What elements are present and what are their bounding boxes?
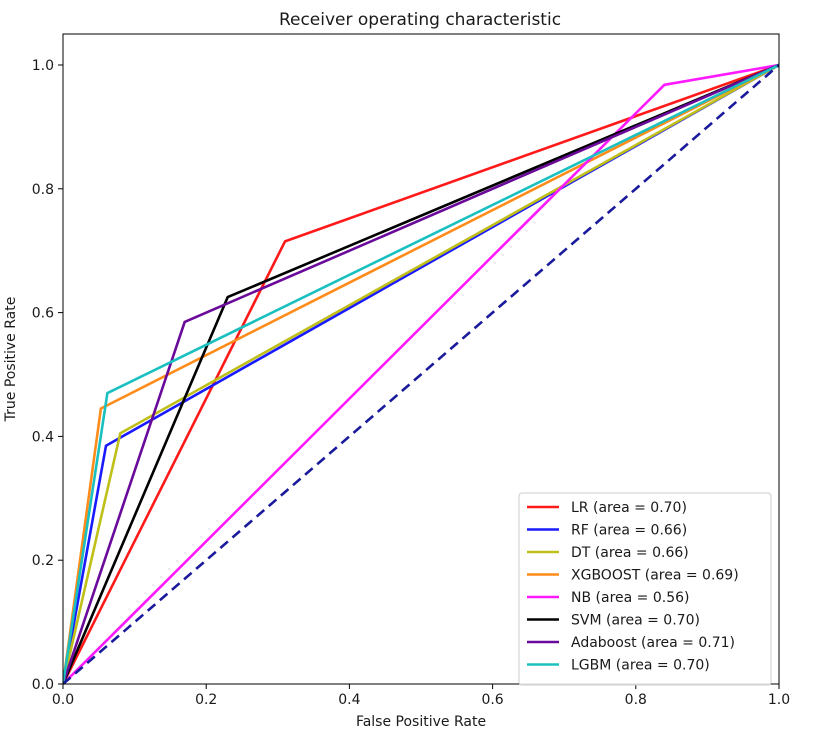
y-tick-label: 0.4 xyxy=(32,429,54,445)
legend-label: DT (area = 0.66) xyxy=(571,545,689,561)
legend-label: LR (area = 0.70) xyxy=(571,500,687,516)
x-tick-label: 0.8 xyxy=(625,692,647,708)
x-tick-label: 0.2 xyxy=(195,692,217,708)
y-axis-label: True Positive Rate xyxy=(3,297,19,423)
legend-label: NB (area = 0.56) xyxy=(571,590,689,606)
y-tick-label: 1.0 xyxy=(32,58,54,74)
x-tick-label: 0.4 xyxy=(338,692,360,708)
y-tick-label: 0.8 xyxy=(32,182,54,198)
plot-frame xyxy=(62,33,780,685)
legend-label: XGBOOST (area = 0.69) xyxy=(571,568,739,584)
roc-line-adaboost xyxy=(63,63,779,684)
legend: LR (area = 0.70) RF (area = 0.66) DT (area… xyxy=(518,492,772,686)
legend-label: RF (area = 0.66) xyxy=(571,523,687,539)
x-tick-label: 0.6 xyxy=(481,692,503,708)
roc-line-nb xyxy=(63,63,779,684)
x-axis-label: False Positive Rate xyxy=(356,714,486,730)
y-tick-label: 0.0 xyxy=(32,677,54,693)
legend-label: Adaboost (area = 0.71) xyxy=(571,635,735,651)
roc-line-svm xyxy=(63,63,779,684)
legend-label: LGBM (area = 0.70) xyxy=(571,658,710,674)
legend-box xyxy=(518,492,772,686)
legend-label: SVM (area = 0.70) xyxy=(571,613,700,629)
roc-line-lr xyxy=(63,63,779,684)
chance-line xyxy=(63,64,779,684)
roc-line-xgboost xyxy=(63,63,779,684)
roc-line-lgbm xyxy=(63,63,779,684)
y-tick-label: 0.2 xyxy=(32,553,54,569)
y-tick-label: 0.6 xyxy=(32,306,54,322)
x-tick-label: 0.0 xyxy=(52,692,74,708)
chart-title: Receiver operating characteristic xyxy=(279,10,561,30)
x-tick-label: 1.0 xyxy=(768,692,790,708)
